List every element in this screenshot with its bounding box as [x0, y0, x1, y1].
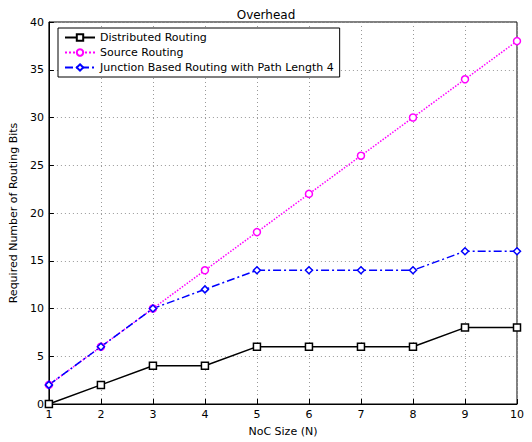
svg-text:Source Routing: Source Routing — [100, 46, 183, 59]
svg-text:6: 6 — [305, 408, 312, 421]
svg-text:4: 4 — [201, 408, 208, 421]
svg-text:Distributed Routing: Distributed Routing — [100, 31, 207, 44]
svg-text:0: 0 — [37, 398, 44, 411]
svg-text:5: 5 — [253, 408, 260, 421]
svg-text:Overhead: Overhead — [237, 8, 296, 22]
svg-text:2: 2 — [97, 408, 104, 421]
svg-text:9: 9 — [461, 408, 468, 421]
svg-text:35: 35 — [30, 63, 44, 76]
svg-text:10: 10 — [30, 302, 44, 315]
svg-text:Junction Based Routing with Pa: Junction Based Routing with Path Length … — [99, 61, 334, 74]
svg-text:1: 1 — [45, 408, 52, 421]
svg-text:5: 5 — [37, 350, 44, 363]
svg-text:20: 20 — [30, 207, 44, 220]
svg-text:40: 40 — [30, 16, 44, 29]
svg-text:3: 3 — [149, 408, 156, 421]
svg-text:25: 25 — [30, 159, 44, 172]
svg-text:15: 15 — [30, 254, 44, 267]
svg-text:8: 8 — [409, 408, 416, 421]
svg-text:7: 7 — [357, 408, 364, 421]
svg-text:30: 30 — [30, 111, 44, 124]
svg-text:NoC Size (N): NoC Size (N) — [248, 425, 317, 438]
svg-text:10: 10 — [510, 408, 524, 421]
svg-text:Required Number of Routing Bit: Required Number of Routing Bits — [7, 122, 20, 303]
